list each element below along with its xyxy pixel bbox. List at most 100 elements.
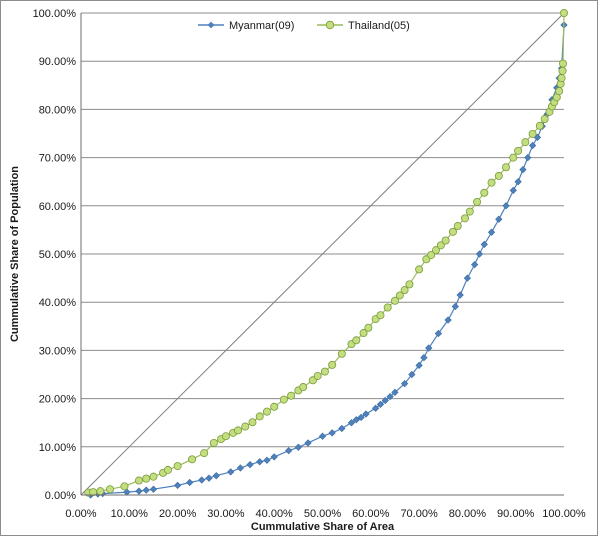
- data-point: [149, 472, 158, 481]
- y-tick-label: 40.00%: [39, 297, 77, 309]
- y-tick-labels: 0.00% 10.00% 20.00% 30.00% 40.00% 50.00% 60.00…: [33, 8, 77, 502]
- data-point: [415, 361, 423, 369]
- data-point: [487, 178, 496, 187]
- data-point: [415, 265, 424, 274]
- data-point: [558, 66, 567, 75]
- data-point: [381, 396, 389, 405]
- data-point: [427, 250, 436, 259]
- y-tick-label: 70.00%: [39, 153, 77, 165]
- data-point: [480, 188, 489, 197]
- data-point: [294, 443, 302, 451]
- legend-marker: [207, 21, 215, 29]
- y-tick-label: 90.00%: [39, 56, 77, 68]
- legend: Myanmar(09) Thailand(05): [198, 20, 410, 32]
- data-point: [233, 426, 242, 435]
- data-point: [299, 383, 308, 392]
- legend-item: Myanmar(09): [198, 20, 294, 32]
- data-point: [475, 250, 484, 258]
- data-point: [279, 395, 288, 404]
- x-tick-label: 100.00%: [542, 508, 586, 520]
- data-point: [502, 163, 511, 172]
- data-point: [241, 422, 250, 431]
- data-point: [186, 478, 194, 487]
- data-point: [200, 449, 209, 458]
- series-myanmar-09: [87, 21, 568, 499]
- data-point: [559, 59, 568, 68]
- x-tick-label: 80.00%: [449, 508, 487, 520]
- data-point: [120, 482, 129, 491]
- data-point: [441, 236, 450, 245]
- data-point: [96, 487, 105, 496]
- data-point: [391, 388, 399, 396]
- data-point: [352, 416, 360, 424]
- x-tick-label: 0.00%: [65, 508, 96, 520]
- data-point: [514, 178, 522, 186]
- data-point: [347, 419, 356, 427]
- data-point: [359, 329, 368, 338]
- data-point: [456, 291, 464, 299]
- data-point: [408, 370, 416, 379]
- data-point: [463, 274, 472, 282]
- data-point: [255, 412, 264, 421]
- series-line: [90, 25, 565, 496]
- data-point: [519, 166, 527, 174]
- axes: [80, 13, 564, 496]
- data-point: [198, 476, 206, 484]
- data-point: [173, 462, 182, 471]
- data-point: [521, 138, 530, 147]
- y-tick-label: 20.00%: [39, 394, 77, 406]
- data-point: [376, 311, 385, 320]
- data-point: [436, 241, 445, 250]
- y-tick-label: 100.00%: [33, 8, 77, 20]
- data-point: [337, 349, 346, 358]
- data-point: [448, 227, 457, 236]
- data-point: [364, 323, 373, 332]
- data-point: [227, 468, 235, 476]
- data-point: [328, 429, 336, 437]
- series-line: [88, 12, 565, 494]
- x-tick-label: 70.00%: [400, 508, 438, 520]
- y-tick-label: 60.00%: [39, 201, 77, 213]
- data-point: [471, 260, 479, 269]
- data-point: [246, 461, 254, 469]
- legend-item: Thailand(05): [317, 20, 410, 32]
- x-tick-label: 90.00%: [497, 508, 535, 520]
- data-point: [285, 447, 293, 455]
- data-point: [376, 400, 385, 409]
- data-point: [188, 455, 197, 464]
- data-point: [451, 302, 459, 311]
- x-axis-title: Cummulative Share of Area: [251, 521, 395, 533]
- data-point: [173, 481, 182, 489]
- data-point: [555, 87, 564, 96]
- x-tick-label: 60.00%: [352, 508, 390, 520]
- data-point: [362, 410, 370, 418]
- data-point: [386, 393, 394, 401]
- data-point: [432, 246, 441, 255]
- data-point: [473, 197, 482, 206]
- y-tick-label: 30.00%: [39, 345, 77, 357]
- y-tick-label: 80.00%: [39, 104, 77, 116]
- data-point: [263, 456, 271, 464]
- data-point: [509, 186, 517, 195]
- legend-label: Thailand(05): [348, 20, 410, 32]
- data-point: [352, 336, 361, 345]
- data-point: [495, 215, 503, 223]
- data-point: [557, 74, 566, 83]
- data-point: [480, 240, 488, 248]
- y-tick-label: 50.00%: [39, 249, 77, 261]
- equality-reference-line: [80, 12, 565, 496]
- data-point: [221, 432, 230, 441]
- data-point: [528, 129, 537, 138]
- data-point: [320, 367, 329, 376]
- legend-label: Myanmar(09): [229, 20, 294, 32]
- data-point: [163, 465, 172, 474]
- data-point: [425, 344, 433, 352]
- data-point: [328, 360, 337, 369]
- data-point: [142, 474, 151, 483]
- data-point: [256, 458, 264, 466]
- series-thailand-05: [84, 8, 569, 497]
- data-point: [465, 207, 474, 216]
- x-tick-label: 50.00%: [304, 508, 342, 520]
